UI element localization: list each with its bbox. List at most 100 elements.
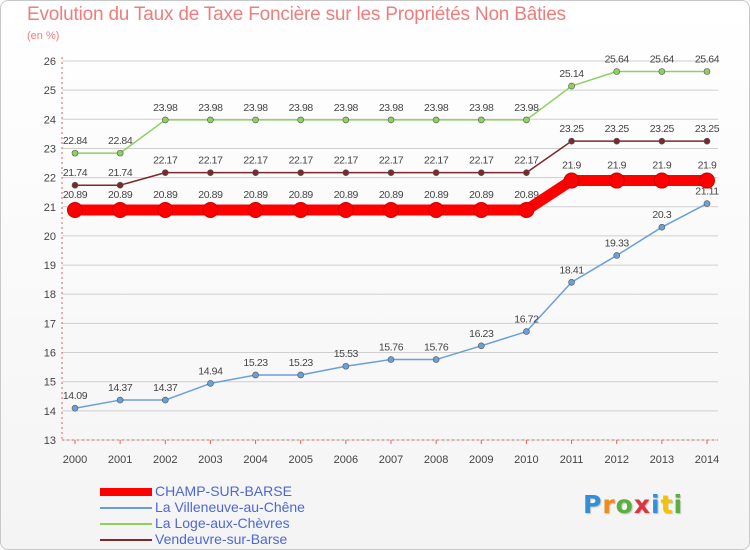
data-point (703, 68, 711, 75)
legend-swatch (100, 539, 152, 541)
x-tick-label: 2011 (560, 454, 584, 466)
data-label: 23.25 (559, 123, 584, 135)
data-label: 25.64 (695, 53, 720, 65)
data-point (207, 116, 214, 124)
data-label: 20.89 (379, 189, 404, 201)
data-point (658, 223, 666, 231)
data-label: 21.11 (695, 186, 719, 198)
data-point (613, 137, 621, 145)
data-label: 20.89 (198, 189, 223, 201)
data-label: 20.89 (424, 189, 449, 201)
data-label: 23.98 (243, 102, 268, 114)
data-point (71, 181, 79, 189)
data-label: 22.84 (63, 135, 88, 147)
data-point (523, 169, 530, 176)
data-label: 23.98 (424, 102, 449, 114)
data-point (568, 278, 575, 286)
y-tick-label: 22 (44, 173, 56, 185)
data-point (703, 137, 711, 145)
data-point (518, 201, 535, 218)
x-tick-label: 2009 (469, 454, 493, 466)
data-point (428, 201, 445, 218)
legend-swatch (100, 507, 152, 509)
x-tick-label: 2010 (514, 454, 538, 466)
x-tick-label: 2012 (604, 454, 628, 466)
data-point (387, 116, 395, 124)
data-point (112, 201, 129, 218)
data-label: 21.74 (63, 167, 88, 179)
data-point (563, 172, 580, 189)
data-label: 20.89 (243, 189, 268, 201)
data-label: 22.84 (108, 135, 133, 147)
data-label: 22.17 (469, 155, 494, 167)
y-tick-label: 20 (44, 231, 56, 243)
data-point (477, 342, 485, 350)
data-point (161, 169, 169, 176)
data-label: 21.9 (652, 160, 671, 172)
data-label: 22.17 (153, 155, 178, 167)
y-tick-label: 26 (44, 56, 56, 68)
chart-title: Evolution du Taux de Taxe Foncière sur l… (27, 4, 566, 25)
data-point (613, 68, 621, 75)
data-label: 16.23 (469, 328, 494, 340)
data-point (342, 362, 350, 370)
y-tick-label: 19 (44, 260, 56, 272)
y-tick-label: 17 (44, 318, 56, 330)
data-point (523, 116, 530, 124)
data-label: 23.98 (334, 102, 359, 114)
data-label: 23.25 (695, 123, 720, 135)
legend-label: Vendeuvre-sur-Barse (155, 531, 288, 547)
chart-subtitle: (en %) (27, 30, 60, 42)
data-label: 23.98 (289, 102, 314, 114)
data-point (432, 356, 440, 363)
data-label: 23.25 (650, 123, 675, 135)
data-point (477, 169, 485, 176)
data-label: 23.98 (153, 102, 178, 114)
data-label: 20.89 (63, 189, 88, 201)
data-point (297, 371, 305, 379)
data-label: 25.64 (650, 53, 675, 65)
data-point (161, 396, 169, 404)
data-point (432, 169, 440, 176)
data-label: 23.25 (605, 123, 630, 135)
x-tick-label: 2008 (424, 454, 448, 466)
data-label: 18.41 (559, 264, 584, 276)
data-label: 22.17 (334, 155, 359, 167)
data-label: 16.72 (514, 314, 539, 326)
data-label: 21.9 (562, 160, 581, 172)
data-point (387, 356, 395, 363)
y-tick-label: 21 (44, 202, 56, 214)
y-tick-label: 23 (44, 143, 56, 155)
data-point (207, 380, 214, 387)
data-label: 21.9 (698, 160, 717, 172)
data-point (116, 181, 124, 189)
data-label: 25.64 (605, 53, 630, 65)
x-tick-label: 2005 (288, 454, 312, 466)
data-point (608, 172, 625, 189)
data-label: 20.3 (652, 209, 671, 221)
data-label: 15.23 (289, 357, 314, 369)
x-tick-label: 2004 (243, 454, 267, 466)
data-point (658, 137, 666, 145)
data-point (252, 371, 259, 379)
legend-label: La Villeneuve-au-Chêne (155, 499, 305, 515)
y-tick-label: 13 (44, 435, 56, 447)
data-point (568, 137, 575, 145)
data-point (568, 82, 575, 90)
data-label: 25.14 (559, 68, 584, 80)
y-tick-label: 25 (44, 85, 56, 97)
data-label: 23.98 (379, 102, 404, 114)
data-label: 23.98 (514, 102, 539, 114)
y-tick-label: 24 (44, 114, 56, 126)
data-point (523, 328, 530, 335)
data-point (337, 201, 354, 218)
data-point (432, 116, 440, 124)
data-label: 15.76 (424, 342, 449, 354)
data-point (342, 169, 350, 176)
data-label: 22.17 (424, 155, 449, 167)
x-tick-label: 2006 (334, 454, 358, 466)
data-label: 22.17 (514, 155, 539, 167)
data-label: 14.09 (63, 390, 88, 402)
